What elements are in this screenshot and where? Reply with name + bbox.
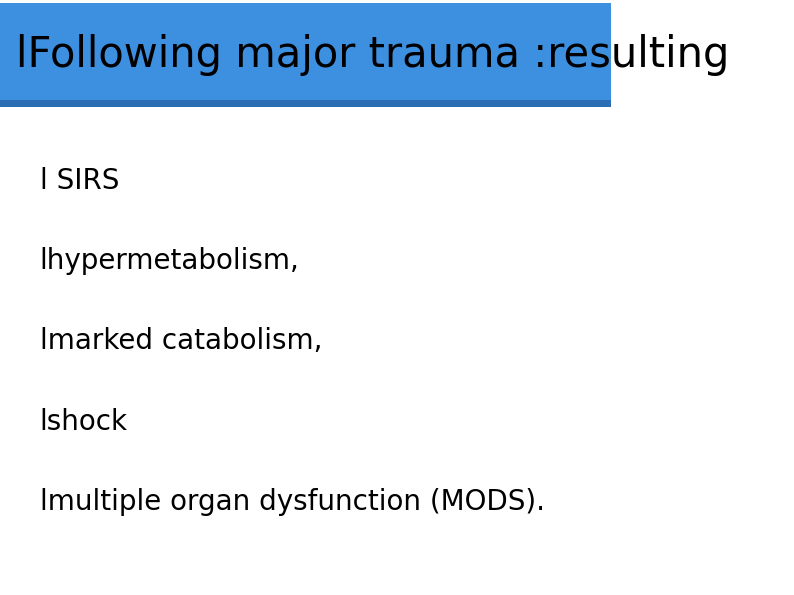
Bar (0, 3, 611, 107)
Bar (0, 100, 611, 107)
Text: lFollowing major trauma :resulting: lFollowing major trauma :resulting (16, 34, 729, 76)
Text: lhypermetabolism,: lhypermetabolism, (40, 247, 299, 275)
Text: lmarked catabolism,: lmarked catabolism, (40, 327, 322, 355)
Text: lmultiple organ dysfunction (MODS).: lmultiple organ dysfunction (MODS). (40, 488, 545, 516)
Text: lshock: lshock (40, 408, 128, 436)
Text: l SIRS: l SIRS (40, 167, 119, 195)
